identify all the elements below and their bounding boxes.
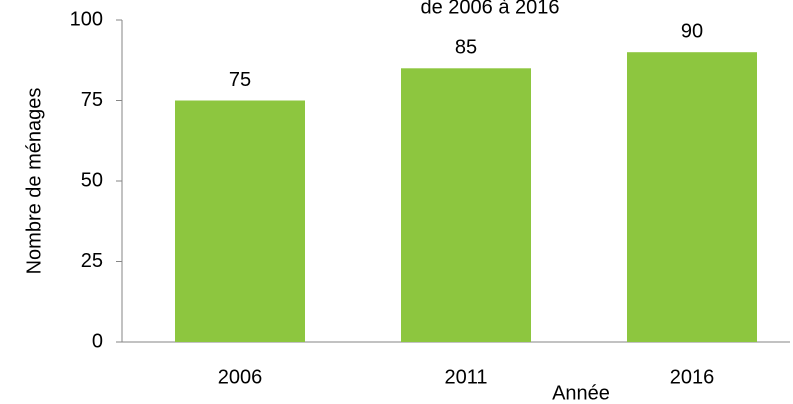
- bar: [627, 52, 757, 342]
- bar: [401, 68, 531, 343]
- y-tick-label: 50: [81, 169, 103, 191]
- x-tick-label: 2016: [670, 366, 715, 388]
- y-tick-label: 25: [81, 250, 103, 272]
- y-tick-label: 75: [81, 89, 103, 111]
- x-tick-label: 2006: [218, 366, 263, 388]
- bar: [175, 100, 305, 342]
- value-label: 75: [229, 69, 251, 91]
- y-tick-label: 0: [92, 330, 103, 352]
- value-label: 85: [455, 37, 477, 59]
- x-axis-label: Année: [552, 382, 610, 404]
- chart-title: de 2006 à 2016: [420, 0, 559, 18]
- y-axis-label: Nombre de ménages: [23, 88, 45, 275]
- y-tick-label: 100: [70, 8, 103, 30]
- value-label: 90: [681, 20, 703, 42]
- x-tick-label: 2011: [444, 366, 487, 388]
